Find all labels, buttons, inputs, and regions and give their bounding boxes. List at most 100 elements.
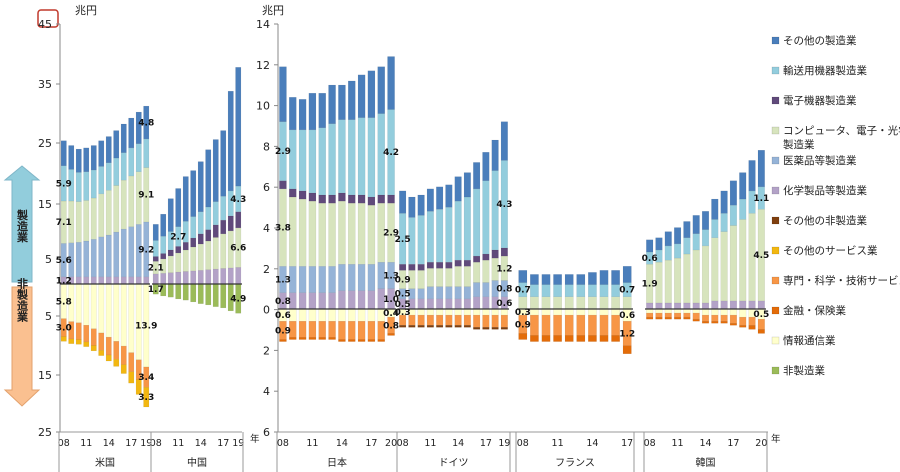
bar-segment xyxy=(338,84,346,120)
bar-segment xyxy=(308,337,317,340)
legend-swatch xyxy=(771,366,780,375)
bar-segment xyxy=(701,211,710,230)
bar-segment xyxy=(90,239,97,278)
bar-segment xyxy=(160,213,167,237)
bar-segment xyxy=(683,221,691,238)
right-axis-tick-label: 6 xyxy=(263,181,270,194)
legend-label: 金融・保険業 xyxy=(783,304,846,317)
bar-segment xyxy=(205,206,212,230)
bar-segment xyxy=(128,147,135,177)
bar-segment xyxy=(367,196,376,206)
bar-segment xyxy=(646,316,654,320)
data-label: 4.5 xyxy=(753,251,769,261)
bar-segment xyxy=(701,245,710,304)
bar-segment xyxy=(739,316,747,326)
bar-segment xyxy=(212,268,219,285)
bar-segment xyxy=(417,314,425,326)
bar-segment xyxy=(655,302,663,310)
bar-segment xyxy=(68,338,75,344)
left-axis-tick-label: 25 xyxy=(38,137,52,150)
bar-segment xyxy=(105,276,112,285)
bar-segment xyxy=(98,193,105,238)
bar-segment xyxy=(701,229,710,247)
left-axis-tick-label: 25 xyxy=(38,426,52,439)
x-tick-label: 14 xyxy=(195,438,207,449)
bar-segment xyxy=(98,236,105,278)
bar-segment xyxy=(308,92,317,131)
legend-swatch xyxy=(771,306,780,315)
data-label: 1.0 xyxy=(383,295,399,305)
right-axis-tick-label: 4 xyxy=(263,385,270,398)
right-axis-tick-label: 10 xyxy=(256,100,270,113)
bar-segment xyxy=(701,308,710,316)
bar-segment xyxy=(748,300,756,310)
bar-segment xyxy=(454,314,462,326)
bar-segment xyxy=(646,302,654,310)
bar-segment xyxy=(553,284,562,297)
country-label: 中国 xyxy=(187,456,207,469)
bar-segment xyxy=(328,123,336,196)
bar-segment xyxy=(588,284,597,297)
bar-segment xyxy=(197,161,204,212)
bar-segment xyxy=(328,266,336,293)
data-label: 1.1 xyxy=(753,194,769,204)
data-label: 0.9 xyxy=(395,275,411,285)
bar-segment xyxy=(338,119,346,194)
x-tick-label: 17 xyxy=(621,438,633,449)
legend-swatch xyxy=(771,246,780,255)
bar-segment xyxy=(711,219,719,238)
bar-segment xyxy=(748,190,756,214)
data-label: 0.8 xyxy=(496,285,512,295)
data-label: 0.6 xyxy=(642,254,658,264)
bar-segment xyxy=(739,300,747,310)
bar-segment xyxy=(417,308,425,316)
bar-segment xyxy=(482,314,490,328)
x-tick-label: 11 xyxy=(672,438,684,449)
bar-segment xyxy=(701,321,710,324)
data-label: 9.2 xyxy=(138,245,154,255)
data-label: 1.3 xyxy=(275,275,291,285)
bar-segment xyxy=(318,292,326,310)
bar-segment xyxy=(68,145,75,170)
bar-segment xyxy=(491,314,499,328)
bar-segment xyxy=(357,308,366,322)
x-tick-label: 17 xyxy=(727,438,739,449)
x-tick-label: 14 xyxy=(336,438,348,449)
right-axis-tick-label: 2 xyxy=(263,344,270,357)
bar-segment xyxy=(318,92,326,128)
data-label: 2.5 xyxy=(395,235,411,245)
bar-segment xyxy=(60,243,67,278)
data-label: 0.9 xyxy=(515,320,531,330)
bar-segment xyxy=(308,200,317,267)
bar-segment xyxy=(308,321,317,338)
bar-segment xyxy=(664,312,672,318)
bar-segment xyxy=(541,335,551,342)
bar-segment xyxy=(711,300,719,310)
bar-segment xyxy=(182,176,189,222)
data-label: 4.9 xyxy=(230,295,246,305)
bar-segment xyxy=(367,70,376,118)
bar-segment xyxy=(664,308,672,314)
bar-segment xyxy=(426,314,434,326)
bar-segment xyxy=(436,298,444,310)
bar-segment xyxy=(473,327,481,330)
left-axis-tick-label: 15 xyxy=(38,198,52,211)
bar-segment xyxy=(90,145,97,171)
bar-segment xyxy=(348,321,356,340)
bar-segment xyxy=(298,337,307,340)
bar-segment xyxy=(729,323,737,326)
data-label: 6.6 xyxy=(230,244,246,254)
data-label: 0.5 xyxy=(395,290,411,300)
legend-swatch xyxy=(771,336,780,345)
bar-segment xyxy=(436,308,444,316)
bar-segment xyxy=(473,255,481,263)
bar-segment xyxy=(167,231,174,251)
bar-segment xyxy=(175,188,182,227)
bar-segment xyxy=(113,341,120,360)
legend-swatch xyxy=(771,156,780,165)
right-axis-tick-label: 0 xyxy=(263,304,270,317)
bar-segment xyxy=(167,198,174,232)
bar-segment xyxy=(113,130,120,159)
bar-segment xyxy=(318,266,326,293)
bar-segment xyxy=(454,176,462,202)
